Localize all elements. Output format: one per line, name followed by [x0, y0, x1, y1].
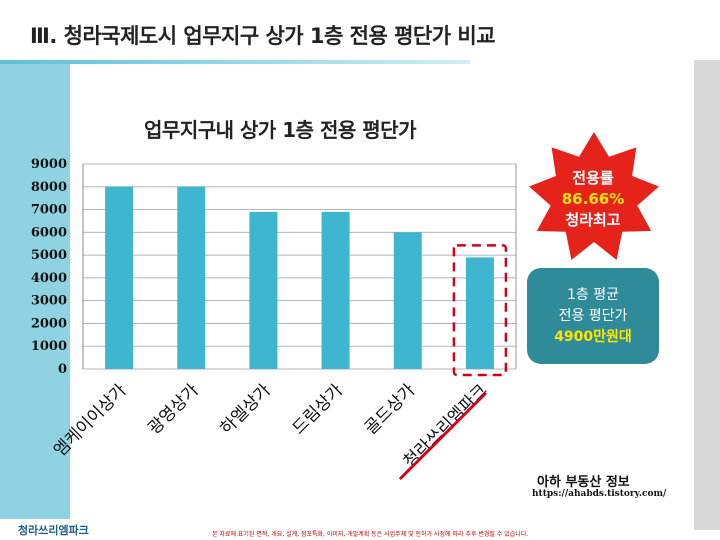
burst-line-2: 86.66%: [561, 190, 625, 208]
bar: [249, 211, 278, 369]
burst-line-3: 청라최고: [565, 211, 621, 229]
x-tick-label: 골드상가: [361, 380, 420, 439]
right-decor-band: [694, 60, 720, 530]
title-underline: [0, 60, 470, 64]
footer-logo: 청라쓰리엠파크: [18, 524, 89, 537]
bar: [105, 186, 134, 369]
y-tick-label: 6000: [31, 225, 67, 240]
bar: [177, 186, 206, 369]
chart-title: 업무지구내 상가 1층 전용 평단가: [144, 118, 416, 142]
note-line-1: 1층 평균: [567, 286, 619, 303]
y-tick-label: 2000: [31, 316, 67, 331]
price-note-box: 1층 평균 전용 평단가 4900만원대: [527, 268, 659, 364]
x-tick-label: 광영상가: [144, 380, 203, 439]
note-line-2: 전용 평단가: [558, 307, 628, 324]
y-tick-label: 8000: [31, 180, 67, 195]
highlight-underline: [398, 391, 487, 481]
x-tick-label: 하엘상가: [217, 380, 276, 439]
burst-text: 전용률 86.66% 청라최고: [545, 168, 641, 231]
bar: [393, 232, 422, 369]
y-tick-label: 7000: [31, 203, 67, 218]
footer-disclaimer: 본 자료에 표기된 면적, 개요, 설계, 점포특화, 이미지, 개발계획 등은…: [212, 531, 529, 538]
x-tick-label: 엠케이이상가: [50, 380, 131, 461]
slide-title: Ⅲ. 청라국제도시 업무지구 상가 1층 전용 평단가 비교: [30, 24, 496, 48]
starburst-shape: [529, 132, 659, 260]
note-line-3: 4900만원대: [554, 328, 632, 345]
left-decor-band: [0, 64, 70, 519]
bar: [465, 257, 494, 369]
x-tick-label: 드림상가: [289, 380, 348, 439]
y-tick-label: 9000: [31, 157, 67, 172]
brand-url: https://ahabds.tistory.com/: [532, 489, 667, 499]
bar: [321, 211, 350, 369]
burst-line-1: 전용률: [572, 169, 614, 187]
y-tick-label: 1000: [31, 339, 67, 354]
y-tick-label: 3000: [31, 294, 67, 309]
y-tick-label: 0: [58, 362, 67, 377]
brand-name: 아하 부동산 정보: [537, 475, 630, 490]
y-tick-label: 5000: [31, 248, 67, 263]
y-tick-label: 4000: [31, 271, 67, 286]
highlight-dashed-box: [452, 244, 508, 377]
chart-panel: [70, 100, 520, 520]
